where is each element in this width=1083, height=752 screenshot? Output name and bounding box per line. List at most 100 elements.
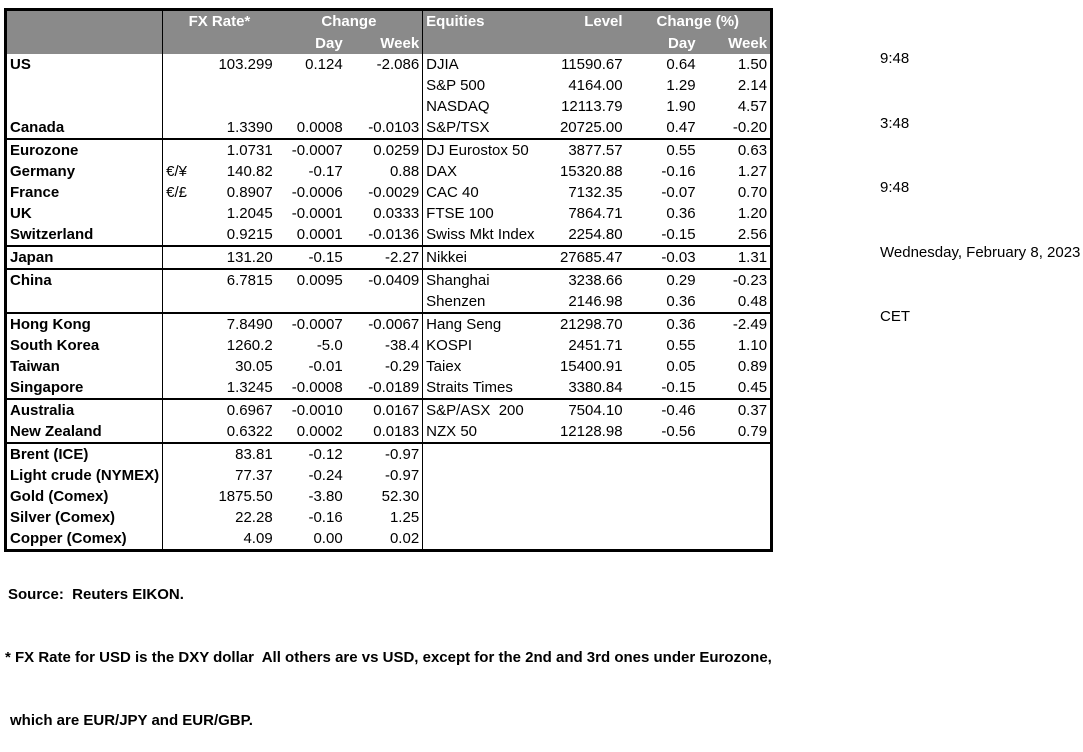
eq-week-cell: 0.79 <box>737 423 768 440</box>
fx-pair-cell <box>163 96 196 117</box>
fx-day-cell: -0.0007 <box>275 312 346 335</box>
fx-week-cell: 0.0333 <box>345 203 424 224</box>
fx-day-cell: -0.15 <box>275 245 346 269</box>
table-body: US 103.299 0.124 -2.086 DJIA 11590.67 0.64 1.50… <box>5 54 772 551</box>
fx-rate-cell: 77.37 <box>235 467 273 484</box>
fx-week-cell: -0.97 <box>345 442 424 465</box>
eq-name-cell: DAX <box>426 163 458 180</box>
eq-name-cell: Nikkei <box>422 245 538 269</box>
eq-week-cell: 4.57 <box>737 98 768 115</box>
fx-pair-cell <box>162 312 196 335</box>
fx-pair-cell <box>163 75 196 96</box>
fx-week-cell: -0.29 <box>345 356 424 377</box>
eq-name-cell: DJIA <box>426 56 459 73</box>
fx-day-cell: -0.17 <box>308 163 343 180</box>
table-row: Singapore 1.3245 -0.0008 -0.0189 Straits Tim… <box>5 377 772 399</box>
fx-day-cell: -0.0006 <box>291 184 343 201</box>
table-row: UK 1.2045 -0.0001 0.0333 FTSE 100 7864.71 0.36… <box>5 203 772 224</box>
fx-pair-cell <box>163 356 196 377</box>
fx-week-cell: -2.27 <box>345 245 424 269</box>
eq-name-cell: CAC 40 <box>426 184 479 201</box>
table-row: Japan 131.20 -0.15 -2.27 Nikkei 27685.47 -0.03… <box>5 245 772 269</box>
eq-day-cell: 0.36 <box>666 205 696 222</box>
fx-pair-cell <box>163 335 196 356</box>
fx-week-header: Week <box>345 32 424 54</box>
fx-week-cell: -0.0103 <box>345 117 424 139</box>
fx-rate-cell: 83.81 <box>195 442 276 465</box>
fx-week-cell: -0.97 <box>345 465 424 486</box>
eq-level-header-spacer <box>537 32 626 54</box>
eq-day-cell: 0.64 <box>666 56 696 73</box>
eq-day-cell: -0.15 <box>661 226 696 243</box>
eq-week-cell <box>699 465 772 486</box>
fx-rate-cell: 1.0731 <box>195 138 276 161</box>
date-line: Wednesday, February 8, 2023 <box>880 243 1081 261</box>
fx-label-cell: Eurozone <box>5 138 164 161</box>
eq-day-cell: 0.55 <box>625 138 699 161</box>
fx-rate-cell: 4.09 <box>243 530 273 547</box>
fx-day-cell: -0.0008 <box>291 379 343 396</box>
eq-day-cell: 1.29 <box>666 77 696 94</box>
eq-day-cell: 0.05 <box>666 358 696 375</box>
table-row: Silver (Comex) 22.28 -0.16 1.25 <box>5 507 772 528</box>
equities-header: Equities <box>422 9 538 32</box>
fx-rate-cell: 0.6967 <box>195 398 276 421</box>
fx-day-cell <box>276 75 346 96</box>
fx-week-cell: -0.0136 <box>345 224 424 246</box>
fx-rate-cell: 1.3390 <box>226 119 273 136</box>
table-row: France €/£ 0.8907 -0.0006 -0.0029 CAC 40 7132.… <box>5 182 772 203</box>
eq-level-cell <box>538 486 626 507</box>
eq-change-header: Change (%) <box>625 9 772 32</box>
fx-pair-cell: €/¥ <box>166 163 188 180</box>
eq-level-cell: 27685.47 <box>537 245 626 269</box>
eq-week-cell: 0.89 <box>737 358 768 375</box>
fx-label-cell: Light crude (NYMEX) <box>5 465 164 486</box>
fx-week-cell <box>345 75 424 96</box>
timezone-label: CET <box>880 308 910 325</box>
eq-level-cell <box>538 465 626 486</box>
eq-level-cell: 20725.00 <box>559 119 623 136</box>
eq-level-cell: 12128.98 <box>559 423 623 440</box>
eq-name-header-spacer <box>422 32 538 54</box>
timestamp-line-2: 3:48 <box>880 114 910 132</box>
fx-rate-cell: 22.28 <box>235 509 273 526</box>
fx-day-cell: -0.0007 <box>275 138 346 161</box>
table-row: Brent (ICE) 83.81 -0.12 -0.97 <box>5 442 772 465</box>
eq-day-cell: 0.55 <box>666 337 696 354</box>
fx-label-cell: Copper (Comex) <box>5 528 164 551</box>
fx-pair-cell <box>162 268 196 291</box>
fx-label-cell: Hong Kong <box>5 312 164 335</box>
eq-week-cell: 0.70 <box>737 184 768 201</box>
fx-week-cell: 52.30 <box>345 486 424 507</box>
fx-label-cell: Germany <box>5 161 164 182</box>
fx-label-cell: Brent (ICE) <box>5 442 164 465</box>
eq-name-cell: Shanghai <box>422 268 538 291</box>
fx-day-cell: 0.0008 <box>296 119 343 136</box>
eq-level-cell: 3877.57 <box>537 138 626 161</box>
timestamp-block: 9:48 3:48 9:48 Wednesday, February 8, 20… <box>880 5 1080 349</box>
eq-week-header: Week <box>698 32 772 54</box>
fx-pair-cell <box>163 117 196 139</box>
eq-level-cell: 4164.00 <box>568 77 623 94</box>
eq-name-cell: S&P/TSX <box>426 119 490 136</box>
eq-day-cell: 1.90 <box>666 98 696 115</box>
fx-week-cell: -0.0067 <box>345 312 424 335</box>
eq-level-cell: 7864.71 <box>568 205 623 222</box>
eq-day-cell: -0.15 <box>661 379 696 396</box>
table-row: NASDAQ 12113.79 1.90 4.57 <box>5 96 772 117</box>
table-row: Light crude (NYMEX) 77.37 -0.24 -0.97 <box>5 465 772 486</box>
footnote-line-1: * FX Rate for USD is the DXY dollar All … <box>5 649 772 666</box>
eq-name-cell: NZX 50 <box>426 423 478 440</box>
eq-name-cell: S&P/ASX 200 <box>422 398 538 421</box>
fx-label-cell <box>5 96 164 117</box>
eq-day-header: Day <box>625 32 699 54</box>
fx-pair-cell <box>162 245 196 269</box>
eq-level-cell: 3238.66 <box>537 268 626 291</box>
table-row: Canada 1.3390 0.0008 -0.0103 S&P/TSX 20725.00… <box>5 117 772 139</box>
eq-week-cell: -0.20 <box>732 119 768 136</box>
fx-rate-cell: 0.8907 <box>226 184 273 201</box>
corner-cell-2 <box>5 32 164 54</box>
fx-pair-cell <box>162 442 196 465</box>
table-row: New Zealand 0.6322 0.0002 0.0183 NZX 50 12128… <box>5 421 772 443</box>
table-row: China 6.7815 0.0095 -0.0409 Shanghai 3238.66 0… <box>5 268 772 291</box>
